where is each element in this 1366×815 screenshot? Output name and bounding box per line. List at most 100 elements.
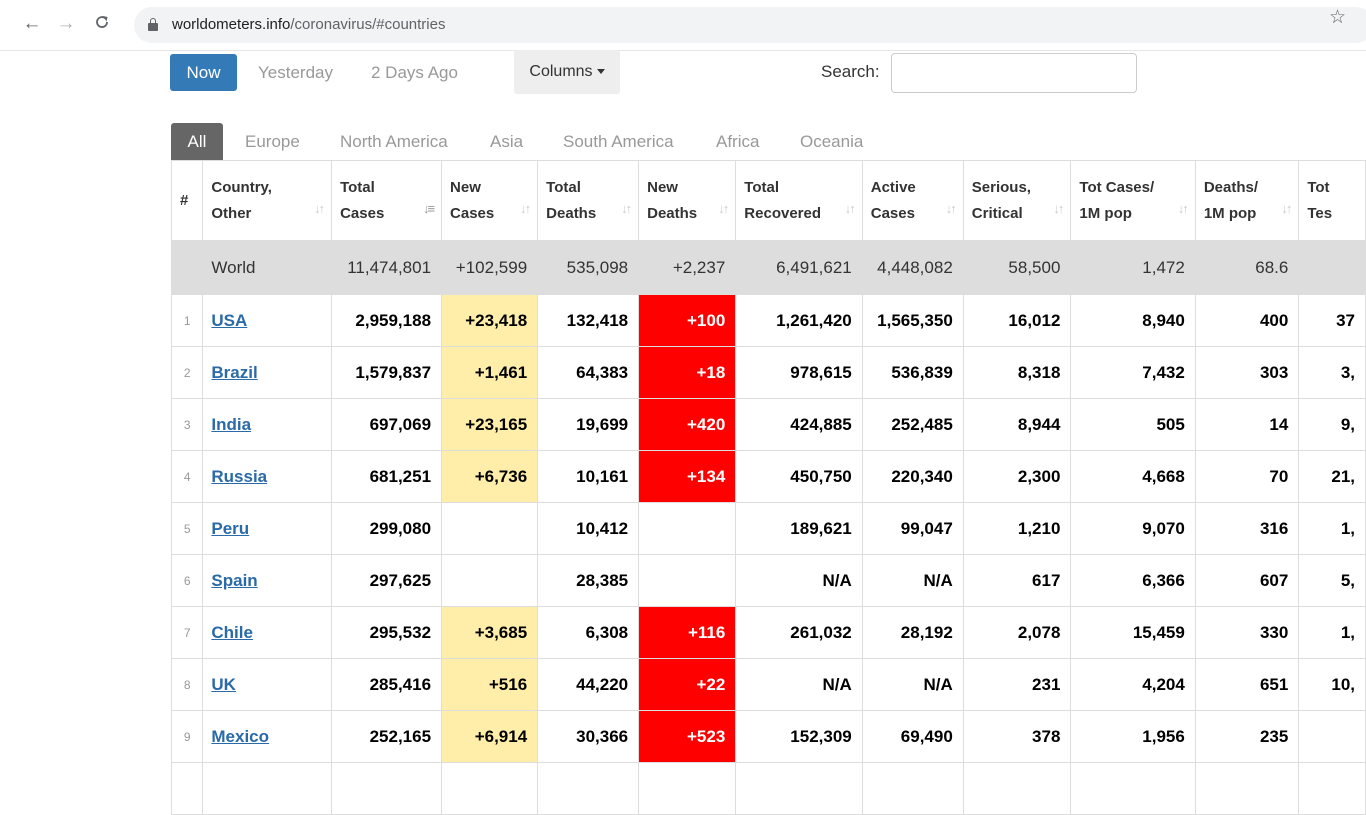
header-total-tests[interactable]: Tot Tes	[1298, 160, 1366, 241]
deaths-per-1m-cell	[1194, 762, 1300, 815]
row-num: 1	[170, 294, 204, 347]
country-link[interactable]: Peru	[211, 518, 250, 538]
table-row: 1 USA 2,959,188 +23,418 132,418 +100 1,261,420…	[170, 294, 1366, 347]
yesterday-button[interactable]: Yesterday	[258, 63, 333, 82]
tab-europe[interactable]: Europe	[245, 132, 300, 151]
browser-toolbar: ← → worldometers.info/coronavirus/#count…	[0, 0, 1366, 51]
total-cases-cell: 295,532	[331, 606, 443, 659]
total-recovered-cell: 450,750	[735, 450, 863, 503]
country-link[interactable]: Russia	[211, 466, 268, 486]
sort-icon: ↓↑	[844, 201, 856, 216]
table-row: 4 Russia 681,251 +6,736 10,161 +134 450,750 220…	[170, 450, 1366, 503]
header-total-recovered-line2: Recovered	[744, 204, 822, 222]
tab-asia[interactable]: Asia	[490, 132, 524, 151]
total-deaths-cell: 10,412	[537, 502, 640, 555]
header-cases-1m-line1: Tot Cases/	[1079, 178, 1155, 196]
total-cases-cell: 252,165	[331, 710, 443, 763]
total-tests-cell: 3,	[1298, 346, 1366, 399]
total-deaths-cell: 28,385	[537, 554, 640, 607]
sort-icon: ↓↑	[314, 201, 325, 216]
cases-per-1m-cell: 9,070	[1070, 502, 1196, 555]
country-link[interactable]: Spain	[211, 570, 258, 590]
caret-down-icon	[596, 69, 605, 75]
cases-per-1m-cell: 4,204	[1070, 658, 1196, 711]
tab-south-america[interactable]: South America	[563, 132, 674, 151]
total-cases-cell: 285,416	[331, 658, 443, 711]
lock-icon	[148, 18, 158, 31]
country-link[interactable]: USA	[211, 310, 248, 330]
serious-critical-cell: 617	[962, 554, 1072, 607]
new-cases-cell: +1,461	[441, 346, 539, 399]
header-total-deaths[interactable]: Total Deaths ↓↑	[537, 160, 640, 241]
table-row: 7 Chile 295,532 +3,685 6,308 +116 261,032 28,19…	[170, 606, 1366, 659]
search-input[interactable]	[891, 53, 1137, 93]
serious-critical-cell: 8,944	[962, 398, 1072, 451]
world-label: World	[202, 240, 333, 295]
deaths-per-1m-cell: 607	[1194, 554, 1300, 607]
new-deaths-cell: +22	[638, 658, 737, 711]
header-total-recovered[interactable]: Total Recovered ↓↑	[735, 160, 863, 241]
total-deaths-cell	[537, 762, 640, 815]
country-link[interactable]: UK	[211, 674, 236, 694]
tab-africa[interactable]: Africa	[716, 132, 760, 151]
total-tests-cell	[1298, 762, 1366, 815]
total-deaths-cell: 10,161	[537, 450, 640, 503]
header-active-cases[interactable]: Active Cases ↓↑	[861, 160, 964, 241]
header-row: # Country, Other ↓↑ Total Cases ↓≡ New Cases ↓…	[170, 160, 1366, 241]
new-cases-cell: +23,418	[441, 294, 539, 347]
header-cases-per-1m[interactable]: Tot Cases/1M pop ↓↑	[1070, 160, 1196, 241]
new-deaths-cell: +134	[638, 450, 737, 503]
new-deaths-cell	[638, 502, 737, 555]
country-cell: Brazil	[202, 346, 333, 399]
serious-critical-cell: 2,078	[962, 606, 1072, 659]
header-new-cases[interactable]: New Cases ↓↑	[441, 160, 539, 241]
columns-dropdown[interactable]: Columns	[514, 50, 620, 94]
new-deaths-cell: +420	[638, 398, 737, 451]
header-country[interactable]: Country, Other ↓↑	[202, 160, 333, 241]
two-days-ago-button[interactable]: 2 Days Ago	[371, 63, 458, 82]
tab-oceania[interactable]: Oceania	[800, 132, 864, 151]
back-arrow-icon[interactable]: ←	[22, 13, 42, 34]
world-active-cases: 4,448,082	[861, 240, 964, 295]
total-tests-cell: 5,	[1298, 554, 1366, 607]
new-cases-cell: +6,736	[441, 450, 539, 503]
new-cases-cell: +516	[441, 658, 539, 711]
header-num[interactable]: #	[170, 160, 204, 241]
total-recovered-cell: 424,885	[735, 398, 863, 451]
new-deaths-cell	[638, 554, 737, 607]
cases-per-1m-cell: 1,956	[1070, 710, 1196, 763]
sort-icon: ↓↑	[621, 201, 632, 216]
header-serious-line1: Serious,	[971, 178, 1031, 196]
header-serious-critical[interactable]: Serious, Critical ↓↑	[962, 160, 1072, 241]
active-cases-cell: 536,839	[861, 346, 964, 399]
header-active-cases-line1: Active	[870, 178, 916, 196]
serious-critical-cell: 2,300	[962, 450, 1072, 503]
country-link[interactable]: Brazil	[211, 362, 258, 382]
header-new-deaths[interactable]: New Deaths ↓↑	[638, 160, 737, 241]
reload-icon[interactable]	[90, 12, 114, 36]
country-cell: Russia	[202, 450, 333, 503]
url-text[interactable]: worldometers.info/coronavirus/#countries	[172, 16, 445, 33]
sort-icon: ↓↑	[945, 201, 957, 216]
header-active-cases-line2: Cases	[870, 204, 915, 222]
address-bar[interactable]: worldometers.info/coronavirus/#countries	[134, 7, 1366, 43]
total-cases-cell: 697,069	[331, 398, 443, 451]
world-deaths-per-1m: 68.6	[1194, 240, 1300, 295]
forward-arrow-icon[interactable]: →	[56, 13, 76, 34]
total-tests-cell: 10,	[1298, 658, 1366, 711]
total-recovered-cell: 1,261,420	[735, 294, 863, 347]
tab-north-america[interactable]: North America	[340, 132, 448, 151]
active-cases-cell: N/A	[861, 658, 964, 711]
header-total-cases[interactable]: Total Cases ↓≡	[331, 160, 443, 241]
sort-icon: ↓↑	[520, 201, 531, 216]
now-button[interactable]: Now	[170, 54, 237, 91]
serious-critical-cell	[962, 762, 1072, 815]
country-link[interactable]: Chile	[211, 622, 253, 642]
bookmark-star-icon[interactable]: ☆	[1328, 7, 1346, 28]
tab-all[interactable]: All	[171, 123, 223, 160]
country-link[interactable]: India	[211, 414, 252, 434]
country-link[interactable]: Mexico	[211, 726, 270, 746]
header-deaths-per-1m[interactable]: Deaths/1M pop ↓↑	[1194, 160, 1300, 241]
new-deaths-cell: +100	[638, 294, 737, 347]
deaths-per-1m-cell: 316	[1194, 502, 1300, 555]
